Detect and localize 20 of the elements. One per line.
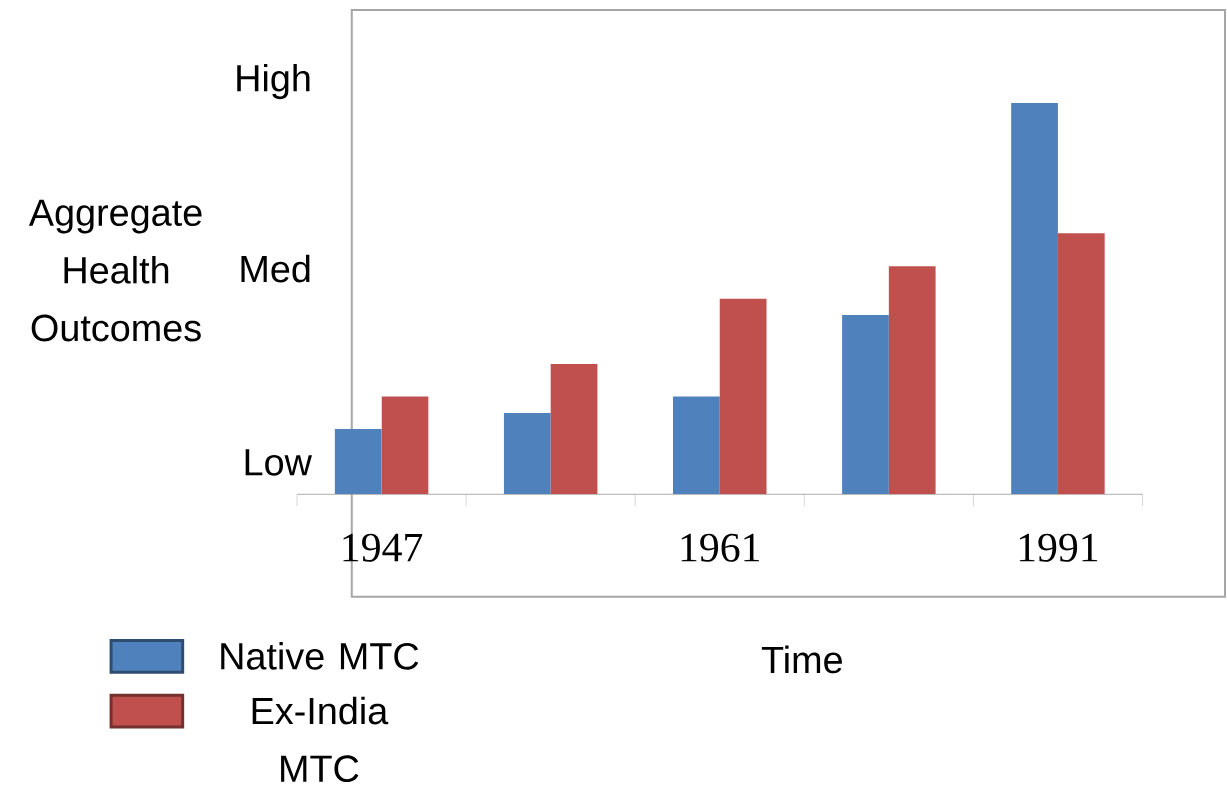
text: High (237, 64, 310, 100)
bar (550, 364, 598, 495)
y-axis-title: Aggregate Health Outcomes (28, 199, 202, 342)
legend-label: Ex-India MTC (252, 696, 389, 783)
bar (719, 298, 767, 495)
bar (673, 396, 720, 495)
annotation: Low (245, 449, 312, 476)
x-tick-label: 1947 (343, 533, 423, 562)
bar (503, 413, 551, 495)
x-tick-label: 1991 (1019, 533, 1098, 562)
bar (381, 396, 429, 495)
bar (1011, 103, 1058, 495)
legend-label: Native MTC (221, 642, 419, 670)
bar (334, 429, 382, 495)
x-tick-label: 1961 (681, 533, 760, 562)
bar (888, 266, 936, 495)
bar (842, 315, 889, 495)
annotation: Med (241, 254, 310, 283)
bar (1057, 233, 1105, 495)
x-axis-title: Time (761, 645, 842, 674)
